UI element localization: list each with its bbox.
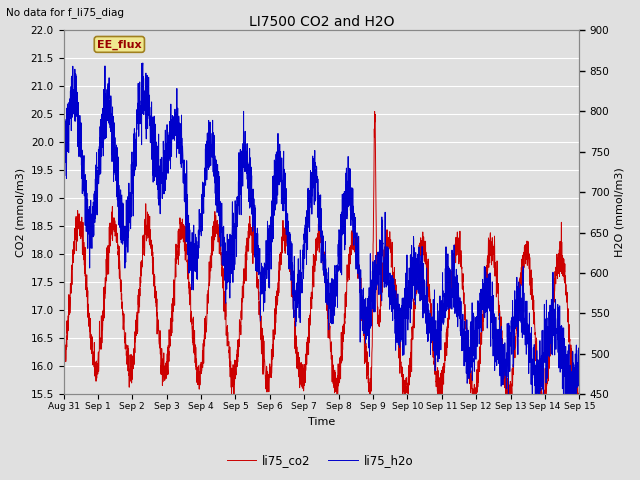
li75_co2 [257,339,265,345]
Y-axis label: H2O (mmol/m3): H2O (mmol/m3) [615,168,625,257]
li75_co2 [118,301,126,307]
Text: No data for f_li75_diag: No data for f_li75_diag [6,7,124,18]
li75_h2o [139,60,147,66]
X-axis label: Time: Time [308,417,335,427]
li75_h2o [149,179,157,185]
li75_co2 [60,354,67,360]
li75_co2 [333,392,341,397]
Legend: li75_co2, li75_h2o: li75_co2, li75_h2o [222,449,418,472]
li75_h2o [280,208,287,214]
Text: EE_flux: EE_flux [97,39,141,49]
li75_co2 [575,392,583,397]
Line: li75_co2: li75_co2 [63,111,579,395]
li75_co2 [280,233,287,239]
li75_h2o [118,240,126,246]
li75_co2 [510,348,518,353]
li75_co2 [149,272,157,277]
li75_co2 [371,108,378,114]
li75_co2 [566,329,573,335]
Y-axis label: CO2 (mmol/m3): CO2 (mmol/m3) [15,168,25,257]
Title: LI7500 CO2 and H2O: LI7500 CO2 and H2O [249,15,394,29]
li75_h2o [60,192,67,197]
li75_h2o [575,380,583,386]
li75_h2o [529,392,536,397]
li75_h2o [258,260,266,266]
li75_h2o [510,314,518,320]
Line: li75_h2o: li75_h2o [63,63,579,395]
li75_h2o [566,379,573,385]
